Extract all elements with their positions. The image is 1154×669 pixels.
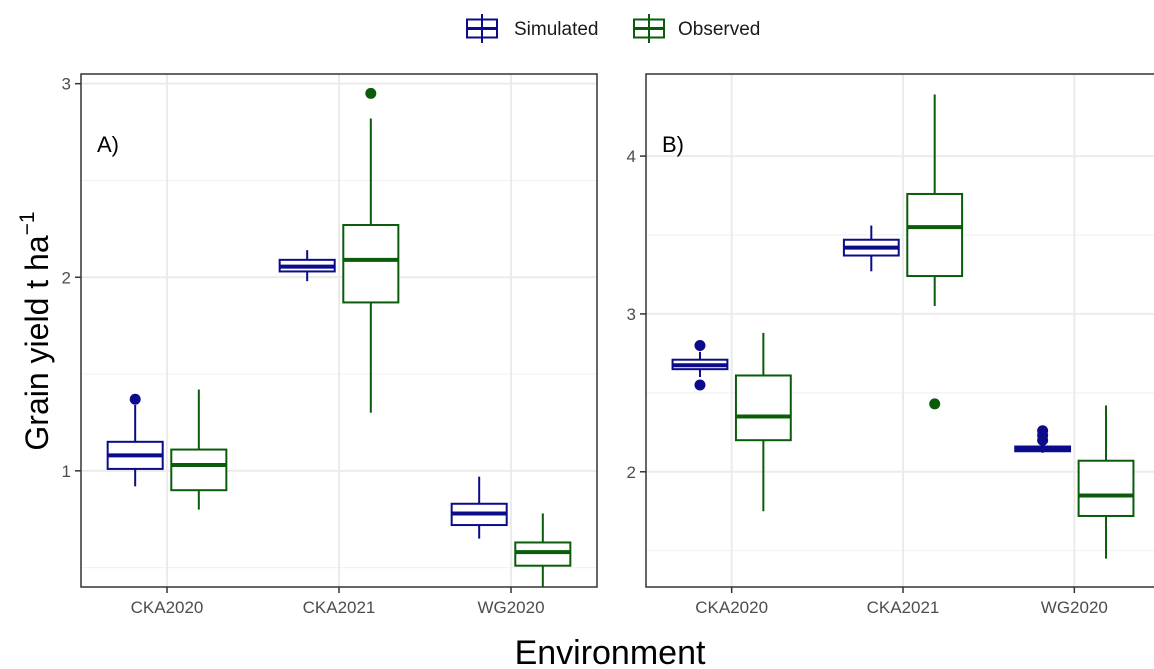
panel-b: B) 2 3 4 CKA2020 CKA2021 WG2020 (627, 73, 1154, 617)
box-WG2020-sim (1014, 425, 1072, 453)
x-tick-label: WG2020 (1041, 598, 1108, 617)
box-CKA2021-sim (842, 225, 900, 272)
y-tick-label: 1 (62, 462, 71, 481)
box-WG2020-obs (514, 513, 572, 587)
grid (81, 74, 597, 587)
box-CKA2021-sim (278, 250, 336, 282)
y-axis-title: Grain yield t ha−1 (16, 211, 55, 450)
box-iqr (1077, 459, 1135, 517)
box-CKA2021-obs (342, 87, 400, 413)
box-iqr (170, 448, 228, 492)
outlier-point (694, 379, 706, 391)
outlier-point (129, 393, 141, 405)
x-axis-title: Environment (515, 634, 706, 669)
outlier-point (694, 339, 706, 351)
y-tick-label: 2 (627, 463, 636, 482)
x-tick-label: CKA2020 (695, 598, 768, 617)
y-tick-label: 3 (62, 75, 71, 94)
box-CKA2020-sim (671, 339, 729, 391)
box-CKA2020-obs (734, 332, 792, 512)
y-tick-label: 2 (62, 268, 71, 287)
box-CKA2020-sim (106, 393, 164, 487)
outlier-point (1037, 425, 1049, 437)
box-CKA2020-obs (170, 389, 228, 510)
box-WG2020-obs (1077, 405, 1135, 559)
x-tick-label: WG2020 (477, 598, 544, 617)
legend-key-observed (633, 14, 665, 43)
outlier-point (929, 398, 941, 410)
panel-a: A) 1 2 3 CKA2020 CKA2021 WG2020 (62, 73, 598, 617)
legend-label-observed: Observed (678, 19, 760, 40)
grid (646, 74, 1154, 587)
x-tick-label: CKA2020 (131, 598, 204, 617)
box-iqr (734, 374, 792, 442)
panel-tag: A) (97, 132, 119, 157)
outlier-point (365, 87, 377, 99)
legend-label-simulated: Simulated (514, 19, 599, 40)
y-axis-title-superscript: −1 (16, 211, 39, 235)
y-tick-label: 3 (627, 305, 636, 324)
box-CKA2021-obs (906, 94, 964, 410)
box-iqr (906, 192, 964, 278)
x-tick-label: CKA2021 (867, 598, 940, 617)
x-tick-label: CKA2021 (303, 598, 376, 617)
box-WG2020-sim (450, 476, 508, 539)
y-tick-label: 4 (627, 147, 636, 166)
boxes (671, 94, 1135, 559)
box-iqr (342, 223, 400, 304)
y-axis-title-main: Grain yield t ha (19, 235, 55, 450)
panel-tag: B) (662, 132, 684, 157)
legend: Simulated Observed (466, 14, 760, 43)
boxes (106, 87, 572, 587)
legend-key-simulated (466, 14, 498, 43)
